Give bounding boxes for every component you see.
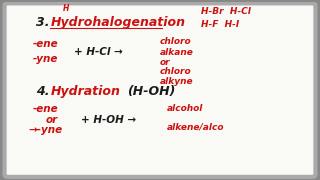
Text: Hydration: Hydration [51,85,120,98]
Text: chloro: chloro [160,67,192,76]
Text: 3.: 3. [36,16,50,29]
Text: -yne: -yne [33,54,59,64]
Text: + H-OH →: + H-OH → [81,115,136,125]
Text: alcohol: alcohol [166,104,203,113]
FancyBboxPatch shape [4,3,316,177]
Text: alkane: alkane [160,48,194,57]
Text: 4.: 4. [36,85,50,98]
Text: →-yne: →-yne [28,125,62,135]
Text: alkyne: alkyne [160,77,194,86]
Text: H-Br  H-Cl: H-Br H-Cl [201,7,251,16]
Text: Hydrohalogenation: Hydrohalogenation [51,16,186,29]
Text: or: or [160,58,171,67]
Text: + H-Cl →: + H-Cl → [74,47,123,57]
Text: H-F  H-I: H-F H-I [201,20,239,29]
Text: -ene: -ene [33,104,59,114]
Text: H: H [63,4,70,13]
Text: (H-OH): (H-OH) [127,85,175,98]
Text: chloro: chloro [160,37,192,46]
Text: or: or [46,115,58,125]
Text: -ene: -ene [33,39,59,49]
Text: alkene/alco: alkene/alco [166,122,224,131]
